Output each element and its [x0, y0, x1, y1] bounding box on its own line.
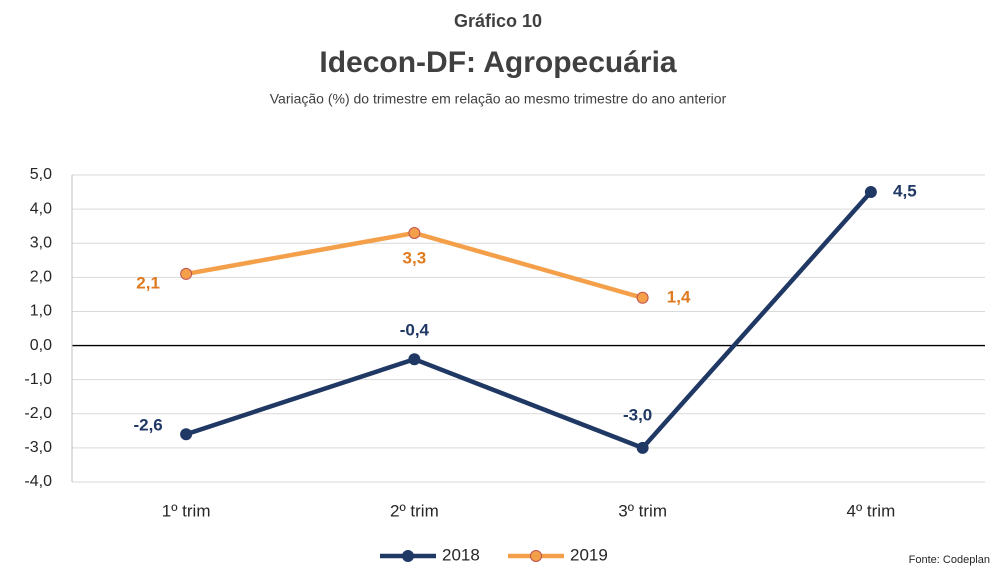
- data-label: -0,4: [400, 321, 430, 340]
- data-label: 1,4: [667, 287, 691, 306]
- data-label: -2,6: [133, 416, 162, 435]
- x-tick-label: 4º trim: [847, 501, 896, 520]
- legend-label: 2018: [442, 545, 480, 564]
- y-tick-label: -2,0: [24, 405, 52, 422]
- y-tick-label: -3,0: [24, 439, 52, 456]
- point: [180, 267, 193, 280]
- y-tick-label: 0,0: [30, 337, 52, 354]
- legend-label: 2019: [570, 545, 608, 564]
- point: [180, 428, 193, 441]
- series-line: [185, 190, 873, 451]
- x-tick-label: 2º trim: [390, 501, 439, 520]
- y-tick-label: 1,0: [30, 303, 52, 320]
- chart-kicker: Gráfico 10: [454, 11, 542, 31]
- point: [864, 186, 877, 199]
- data-label: 4,5: [893, 182, 917, 201]
- point: [408, 353, 421, 366]
- data-label: -3,0: [623, 405, 652, 424]
- x-tick-label: 1º trim: [162, 501, 211, 520]
- chart-subtitle: Variação (%) do trimestre em relação ao …: [270, 91, 727, 107]
- chart-title: Idecon-DF: Agropecuária: [319, 46, 677, 79]
- x-tick-label: 3º trim: [618, 501, 667, 520]
- legend-marker: [530, 550, 542, 562]
- legend-marker: [402, 550, 414, 562]
- y-tick-label: 4,0: [30, 200, 52, 217]
- y-tick-label: 3,0: [30, 234, 52, 251]
- source: Fonte: Codeplan: [909, 554, 990, 566]
- y-tick-label: -1,0: [24, 371, 52, 388]
- data-label: 2,1: [136, 273, 160, 292]
- data-label: 3,3: [403, 248, 427, 267]
- y-tick-label: 5,0: [30, 166, 52, 183]
- point: [636, 441, 649, 454]
- point: [408, 226, 421, 239]
- point: [636, 291, 649, 304]
- y-tick-label: 2,0: [30, 269, 52, 286]
- y-tick-label: -4,0: [24, 473, 52, 490]
